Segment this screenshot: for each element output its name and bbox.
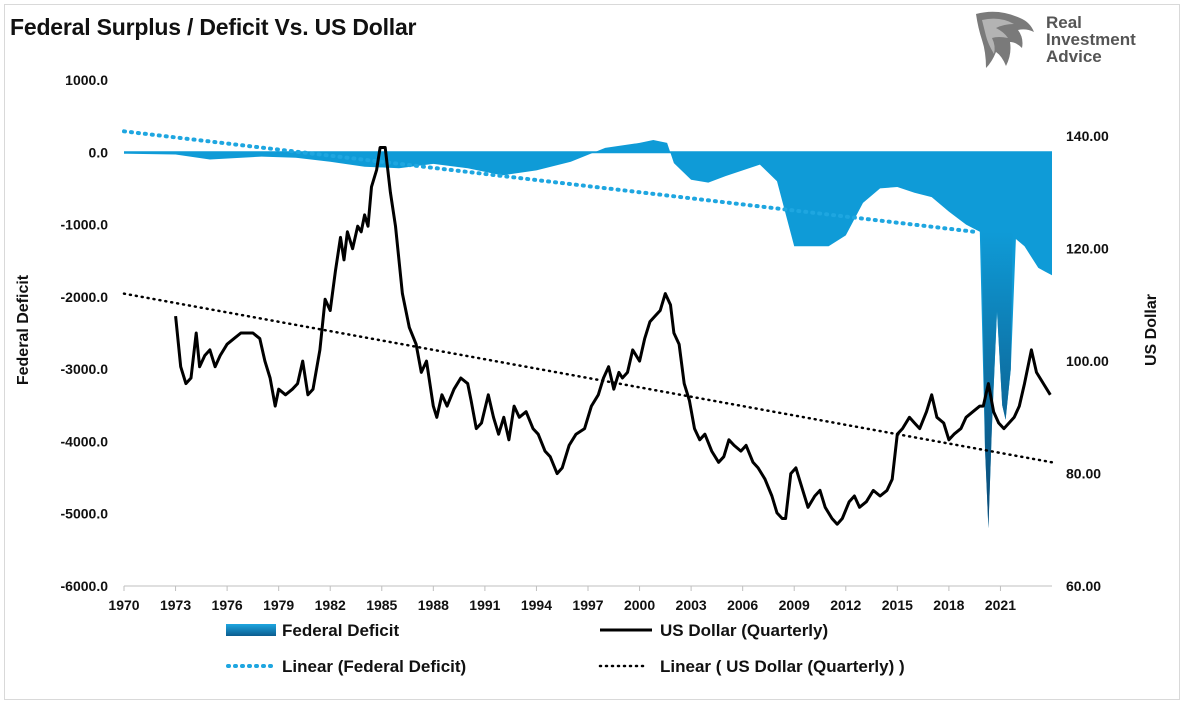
- left-tick-label: -1000.0: [61, 217, 109, 233]
- x-tick-label: 2012: [830, 597, 861, 613]
- us-dollar-line: [174, 146, 1052, 526]
- right-tick-label: 120.00: [1066, 241, 1109, 257]
- right-tick-label: 60.00: [1066, 578, 1101, 594]
- left-tick-label: -6000.0: [61, 578, 109, 594]
- us-dollar-trendline: [122, 292, 1054, 464]
- x-tick-label: 2003: [676, 597, 707, 613]
- left-tick-label: 1000.0: [65, 72, 108, 88]
- federal-deficit-trendline: [122, 129, 977, 234]
- x-tick-label: 1988: [418, 597, 449, 613]
- legend-label-federal-deficit: Federal Deficit: [282, 621, 399, 640]
- x-tick-label: 1976: [212, 597, 243, 613]
- left-tick-label: -4000.0: [61, 433, 109, 449]
- eagle-icon: [976, 11, 1034, 68]
- legend-label-federal-deficit-trend: Linear (Federal Deficit): [282, 657, 466, 676]
- x-tick-label: 1994: [521, 597, 552, 613]
- right-tick-label: 140.00: [1066, 128, 1109, 144]
- federal-deficit-spike-area: [981, 231, 1013, 529]
- x-tick-label: 2015: [882, 597, 913, 613]
- x-tick-label: 2021: [985, 597, 1016, 613]
- x-tick-label: 2009: [779, 597, 810, 613]
- chart-frame: [4, 4, 1180, 700]
- x-tick-label: 2000: [624, 597, 655, 613]
- left-tick-label: -2000.0: [61, 289, 109, 305]
- legend-swatch-federal-deficit: [226, 624, 276, 636]
- brand-name: Real Investment Advice: [1046, 14, 1136, 65]
- x-tick-label: 1985: [366, 597, 397, 613]
- x-tick-label: 1997: [572, 597, 603, 613]
- brand-logo: Real Investment Advice: [968, 8, 1168, 74]
- legend-label-us-dollar: US Dollar (Quarterly): [660, 621, 828, 640]
- left-tick-label: -3000.0: [61, 361, 109, 377]
- left-tick-label: -5000.0: [61, 506, 109, 522]
- brand-line-1: Real: [1046, 13, 1082, 32]
- brand-line-2: Investment: [1046, 30, 1136, 49]
- x-tick-label: 1973: [160, 597, 191, 613]
- right-tick-label: 80.00: [1066, 466, 1101, 482]
- federal-deficit-area: [124, 140, 1052, 529]
- x-tick-label: 1970: [108, 597, 139, 613]
- x-tick-label: 2006: [727, 597, 758, 613]
- left-tick-label: 0.0: [89, 144, 109, 160]
- x-tick-label: 1982: [315, 597, 346, 613]
- x-tick-label: 1979: [263, 597, 294, 613]
- x-tick-label: 1991: [469, 597, 500, 613]
- brand-line-3: Advice: [1046, 47, 1102, 66]
- x-tick-label: 2018: [933, 597, 964, 613]
- right-tick-label: 100.00: [1066, 353, 1109, 369]
- chart-title: Federal Surplus / Deficit Vs. US Dollar: [10, 14, 417, 40]
- legend-label-us-dollar-trend: Linear ( US Dollar (Quarterly) ): [660, 657, 905, 676]
